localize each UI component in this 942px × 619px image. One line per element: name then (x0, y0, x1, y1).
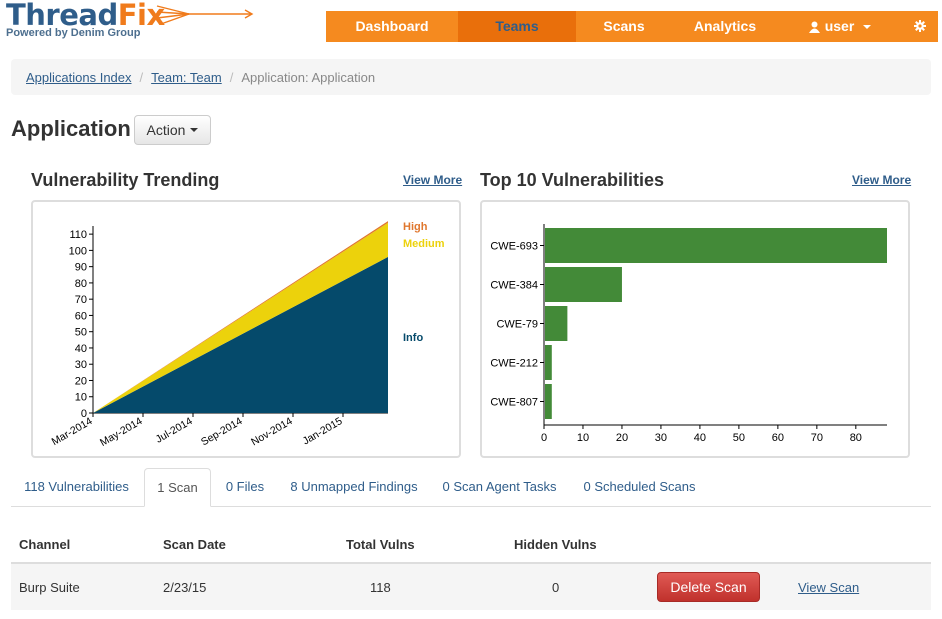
y-tick-label: 90 (75, 262, 87, 274)
tab-unmapped-findings[interactable]: 8 Unmapped Findings (290, 479, 418, 494)
y-tick-label: 40 (75, 343, 87, 355)
header-total-vulns: Total Vulns (346, 537, 415, 552)
settings-button[interactable] (902, 11, 938, 42)
y-tick-label: 30 (75, 359, 87, 371)
x-tick-label: 10 (577, 432, 589, 444)
bar-cwe-693 (545, 228, 887, 263)
table-row: Burp Suite 2/23/15 118 0 Delete Scan Vie… (11, 564, 931, 610)
action-label: Action (146, 122, 186, 138)
y-tick-label: 100 (69, 245, 87, 257)
trending-chart: 0 10 20 30 40 50 60 70 80 90 100 110 Mar-2014 May-201… (50, 221, 445, 449)
legend-high: High (403, 221, 428, 233)
y-tick-label: 80 (75, 278, 87, 290)
threadfix-logo[interactable]: ThreadFix Powered by Denim Group (6, 0, 165, 39)
main-nav: Dashboard Teams Scans Analytics user (326, 11, 938, 42)
view-scan-link[interactable]: View Scan (798, 580, 860, 595)
x-tick-label: Jan-2015 (301, 415, 345, 447)
x-tick-label: 40 (694, 432, 706, 444)
x-tick-label: Sep-2014 (199, 415, 245, 448)
tab-vulnerabilities[interactable]: 118 Vulnerabilities (24, 479, 129, 494)
x-tick-label: 50 (733, 432, 745, 444)
breadcrumb: Applications Index / Team: Team / Applic… (11, 59, 931, 95)
scan-hidden-vulns: 0 (552, 580, 560, 595)
bar-cwe-212 (545, 345, 552, 380)
y-tick-label: 0 (81, 408, 87, 420)
breadcrumb-team[interactable]: Team: Team (151, 69, 222, 85)
y-tick-label: CWE-212 (490, 358, 538, 370)
legend-info: Info (403, 332, 423, 344)
y-tick-label: 110 (69, 229, 87, 241)
scan-total-vulns: 118 (370, 580, 391, 595)
nav-scans[interactable]: Scans (603, 18, 645, 34)
x-tick-label: May-2014 (98, 415, 145, 449)
header-scan-date: Scan Date (163, 537, 226, 552)
tab-scheduled-scans[interactable]: 0 Scheduled Scans (583, 479, 696, 494)
top10-chart: 0 10 20 30 40 50 60 70 80 CWE-693 CWE-384 CWE-79 CWE… (490, 224, 887, 444)
x-tick-label: 60 (772, 432, 784, 444)
bar-cwe-807 (545, 384, 552, 419)
top10-title: Top 10 Vulnerabilities (480, 170, 665, 190)
header-hidden-vulns: Hidden Vulns (514, 537, 597, 552)
nav-dashboard[interactable]: Dashboard (355, 18, 429, 34)
breadcrumb-applications-index[interactable]: Applications Index (26, 69, 132, 85)
tab-scan-agent-tasks[interactable]: 0 Scan Agent Tasks (442, 479, 557, 494)
legend-medium: Medium (403, 238, 445, 250)
scan-date: 2/23/15 (163, 580, 207, 595)
x-tick-label: Mar-2014 (50, 415, 95, 448)
x-tick-label: 20 (616, 432, 628, 444)
y-tick-label: CWE-807 (490, 397, 538, 409)
delete-scan-button[interactable]: Delete Scan (657, 572, 760, 602)
page-title: Application (11, 116, 131, 141)
breadcrumb-separator: / (229, 69, 234, 85)
top10-view-more-link[interactable]: View More (852, 173, 912, 187)
logo-text: ThreadFix (6, 0, 165, 32)
x-tick-label: 0 (541, 432, 547, 444)
top10-chart-panel: 0 10 20 30 40 50 60 70 80 CWE-693 CWE-384 CWE-79 CWE… (480, 200, 910, 458)
scans-table: Channel Scan Date Total Vulns Hidden Vul… (11, 526, 931, 610)
y-tick-label: 60 (75, 310, 87, 322)
scan-channel: Burp Suite (19, 580, 80, 595)
y-tick-label: CWE-79 (496, 319, 538, 331)
application-tabs: 118 Vulnerabilities 1 Scan 0 Files 8 Unm… (11, 468, 931, 507)
x-tick-label: 30 (655, 432, 667, 444)
bar-cwe-384 (545, 267, 622, 302)
bar-cwe-79 (545, 306, 568, 341)
nav-analytics[interactable]: Analytics (693, 18, 757, 34)
header-channel: Channel (19, 537, 71, 552)
table-header: Channel Scan Date Total Vulns Hidden Vul… (11, 526, 931, 564)
logo-tagline: Powered by Denim Group (6, 27, 141, 39)
nav-teams[interactable]: Teams (458, 11, 576, 42)
trending-title: Vulnerability Trending (31, 170, 220, 190)
action-dropdown-button[interactable]: Action (134, 115, 211, 145)
x-tick-label: Jul-2014 (154, 415, 195, 446)
y-tick-label: CWE-384 (490, 280, 538, 292)
logo-arrow-icon (156, 5, 254, 25)
x-tick-label: 80 (850, 432, 862, 444)
y-tick-label: 70 (75, 294, 87, 306)
y-tick-label: 50 (75, 327, 87, 339)
breadcrumb-separator: / (139, 69, 144, 85)
trending-view-more-link[interactable]: View More (403, 173, 463, 187)
x-tick-label: 70 (811, 432, 823, 444)
y-tick-label: 10 (75, 392, 87, 404)
x-tick-label: Nov-2014 (249, 415, 295, 448)
top-header: ThreadFix Powered by Denim Group Dashboa… (0, 0, 942, 42)
y-tick-label: CWE-693 (490, 241, 538, 253)
chevron-down-icon (863, 24, 872, 29)
breadcrumb-current: Application: Application (241, 69, 376, 85)
y-tick-label: 20 (75, 375, 87, 387)
tab-files[interactable]: 0 Files (225, 479, 265, 494)
gear-icon (914, 20, 926, 32)
user-menu[interactable]: user (778, 11, 902, 42)
trending-chart-panel: 0 10 20 30 40 50 60 70 80 90 100 110 Mar-2014 May-201… (31, 200, 461, 458)
chevron-down-icon (190, 128, 199, 132)
user-label: user (824, 18, 855, 34)
tab-scans[interactable]: 1 Scan (144, 468, 211, 507)
user-icon (808, 21, 820, 33)
